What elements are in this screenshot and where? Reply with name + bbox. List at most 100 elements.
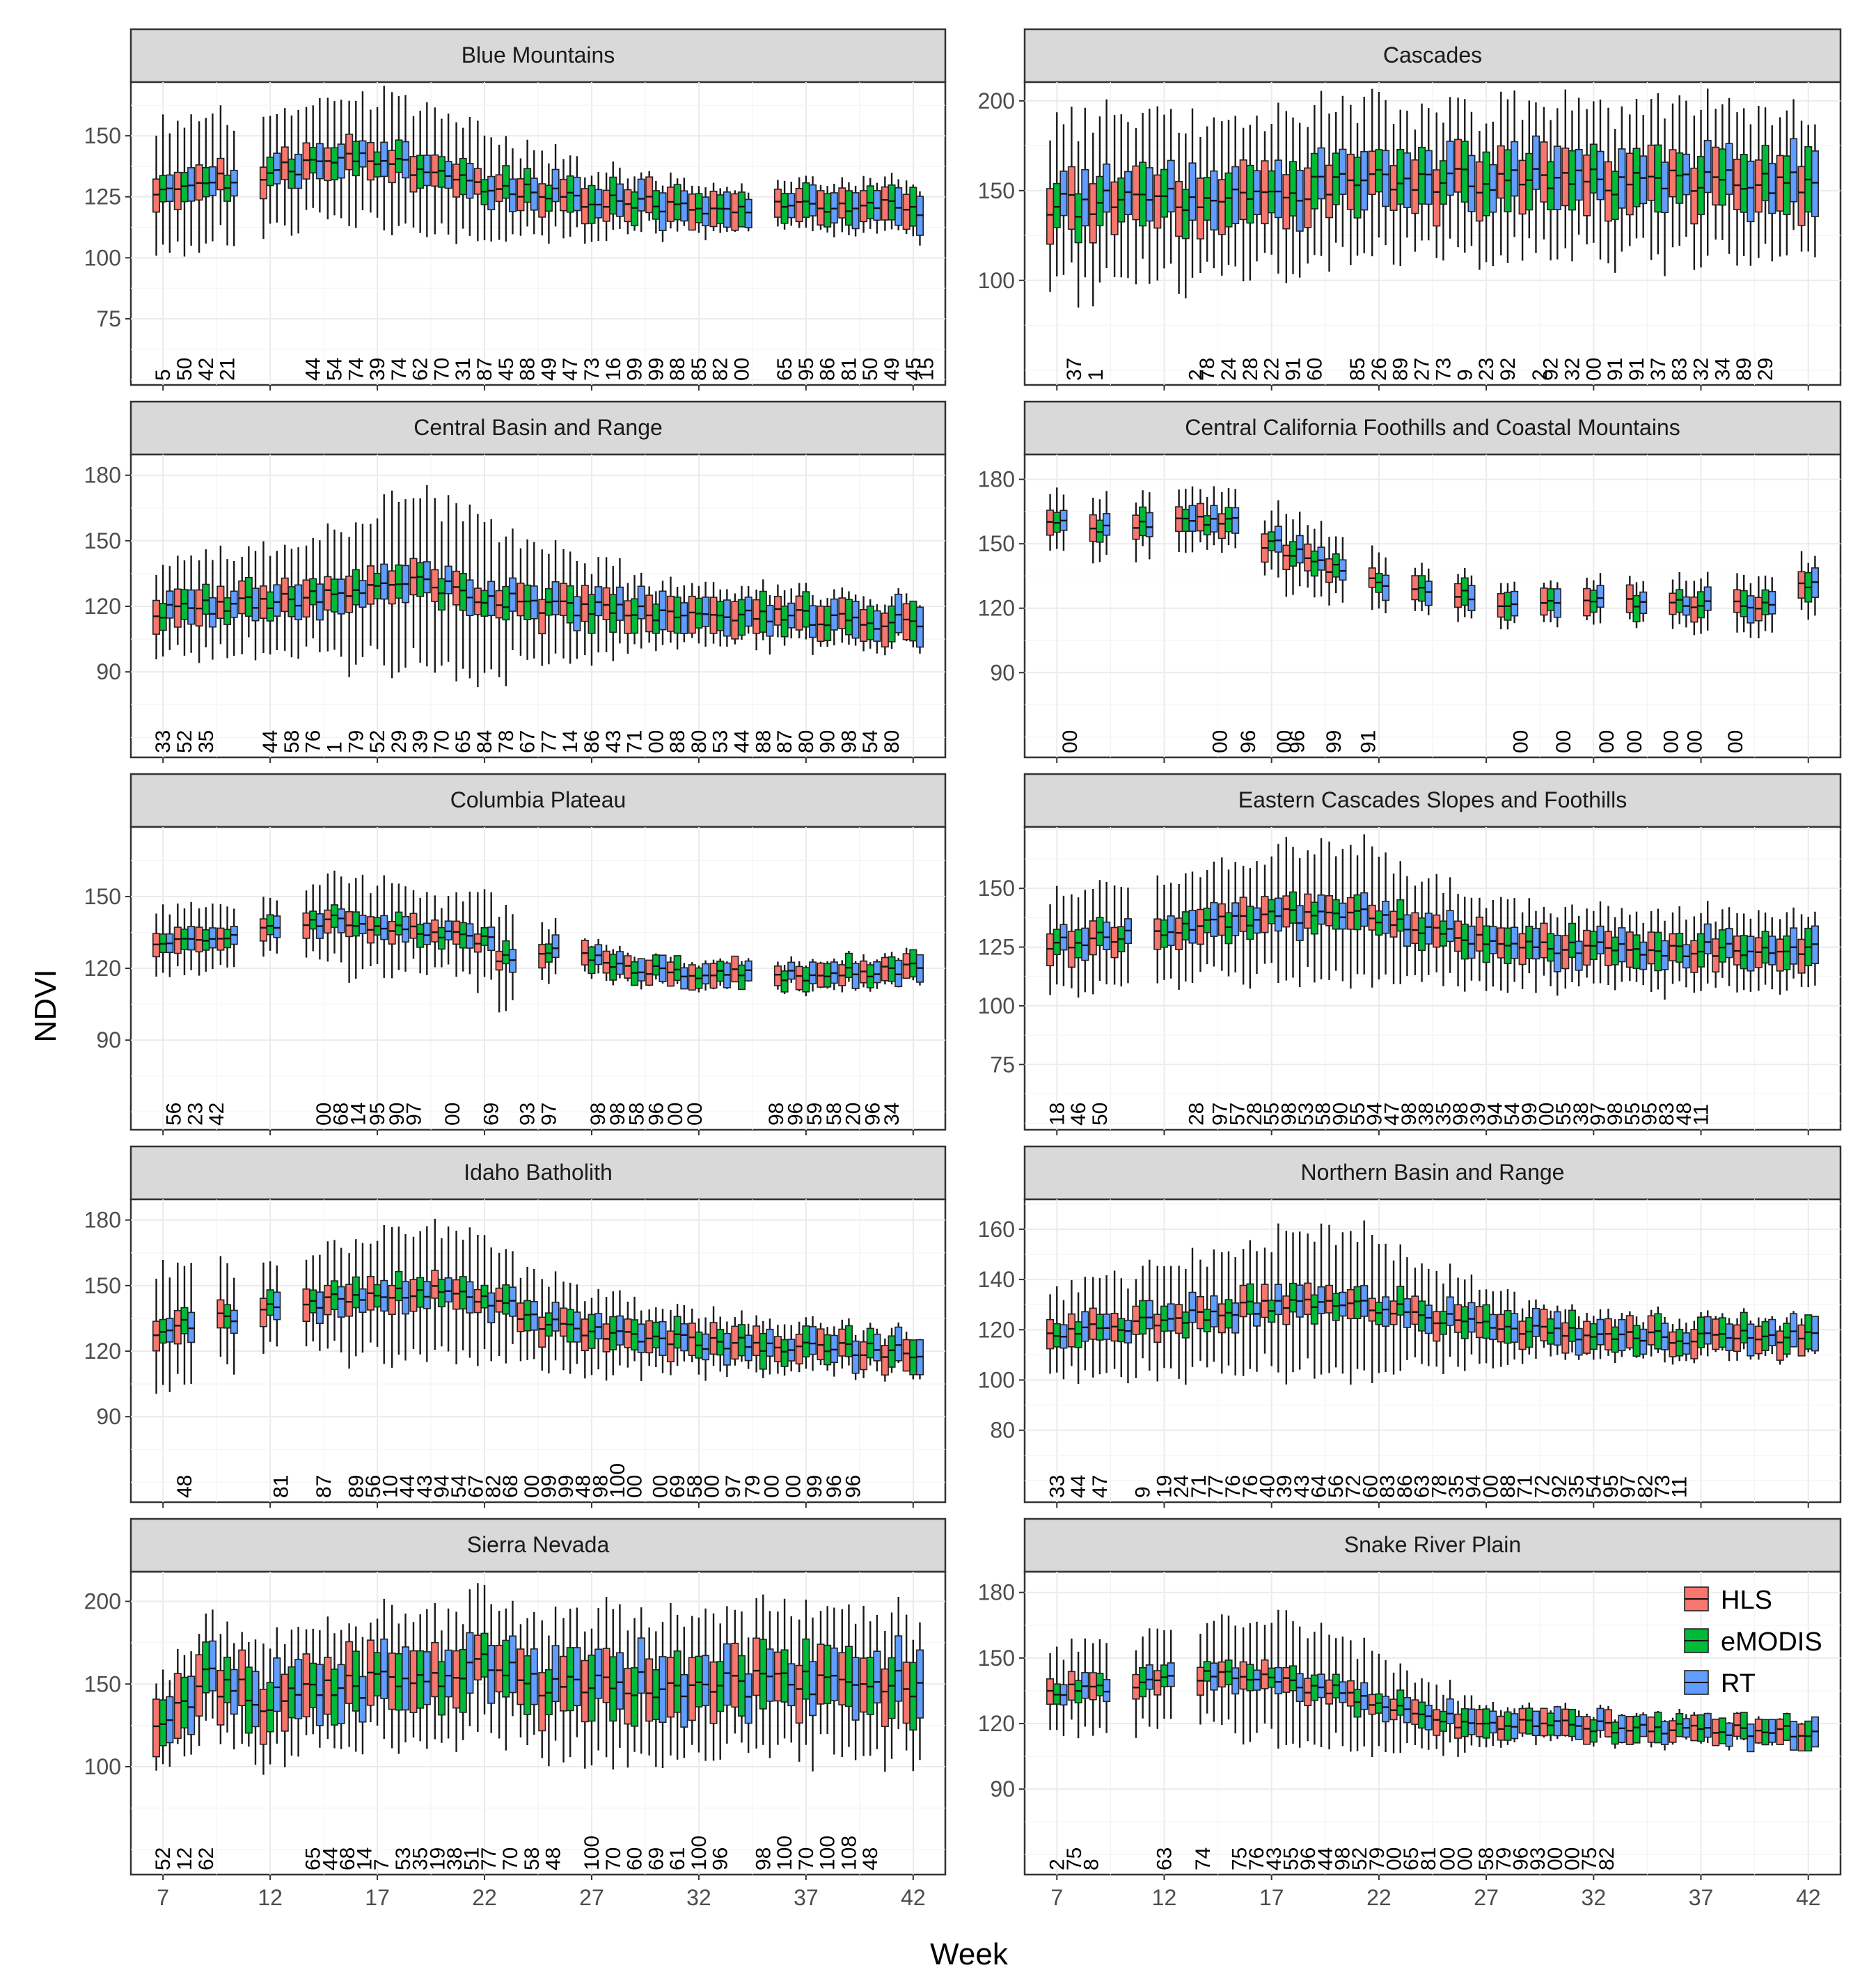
box-iqr <box>873 1333 881 1362</box>
box-iqr <box>802 1325 810 1358</box>
box-week-33-rt <box>1618 106 1626 252</box>
box-week-33-hls <box>709 1306 718 1366</box>
box-week-14-emodis <box>309 884 317 952</box>
box-iqr <box>860 1657 868 1713</box>
sample-count-label: 69 <box>666 1475 689 1498</box>
box-iqr <box>1239 159 1247 221</box>
box-iqr <box>1239 897 1247 932</box>
box-week-7-rt <box>1059 895 1068 986</box>
y-tick-label: 150 <box>84 1671 121 1696</box>
box-iqr <box>823 1644 832 1704</box>
box-iqr <box>1317 147 1325 200</box>
box-week-18-rt <box>1295 123 1304 278</box>
sample-count-label: 23 <box>184 1103 207 1126</box>
sample-count-label: 24 <box>1217 358 1240 381</box>
panel-strip <box>1023 28 1842 84</box>
box-iqr <box>416 1277 425 1308</box>
box-week-39-rt <box>1747 583 1755 638</box>
box-iqr <box>1696 591 1705 619</box>
box-iqr <box>851 1657 860 1721</box>
box-week-40-rt <box>1768 917 1776 990</box>
box-week-37-emodis <box>802 965 810 997</box>
sample-count-label: 76 <box>1245 1847 1268 1870</box>
box-week-42-hls <box>1797 1722 1806 1752</box>
sample-count-label: 43 <box>1263 1847 1286 1870</box>
box-iqr <box>902 194 911 230</box>
sample-count-label: 96 <box>861 1103 884 1126</box>
box-iqr <box>1145 1664 1153 1690</box>
y-tick-label: 150 <box>84 123 121 148</box>
box-week-36-hls <box>1669 1717 1677 1745</box>
box-iqr <box>1310 901 1318 935</box>
boxplot-marks <box>1046 1220 1819 1385</box>
box-iqr <box>1231 507 1240 534</box>
box-week-18-emodis <box>1288 1621 1298 1744</box>
box-iqr <box>881 1668 889 1728</box>
box-week-27-rt <box>1489 1701 1497 1747</box>
x-tick-label: 12 <box>258 1885 283 1910</box>
sample-count-label: 65 <box>302 1847 325 1870</box>
box-iqr <box>773 1651 782 1702</box>
box-iqr <box>1740 154 1748 213</box>
box-week-34-rt <box>1639 581 1648 622</box>
box-iqr <box>431 154 439 187</box>
legend-label: RT <box>1721 1669 1756 1698</box>
box-week-29-rt <box>637 1607 645 1754</box>
box-iqr <box>817 1643 825 1705</box>
box-week-41-rt <box>1790 1311 1798 1348</box>
box-week-8-rt <box>1081 1638 1089 1727</box>
box-iqr <box>431 569 439 602</box>
box-week-15-emodis <box>330 529 339 650</box>
box-iqr <box>444 1277 452 1303</box>
box-iqr <box>1747 1724 1755 1753</box>
box-week-40-emodis <box>866 178 874 229</box>
sample-count-label: 24 <box>1170 1475 1193 1498</box>
x-tick-label: 32 <box>1582 1885 1607 1910</box>
sample-count-label: 91 <box>1625 358 1648 381</box>
box-week-20-rt <box>444 896 452 965</box>
box-iqr <box>1467 585 1476 612</box>
box-iqr <box>1217 1661 1226 1688</box>
box-iqr <box>330 1280 339 1311</box>
box-iqr <box>680 190 688 222</box>
box-week-23-hls <box>495 144 503 240</box>
box-iqr <box>881 1345 889 1376</box>
box-week-28-rt <box>615 1604 624 1748</box>
sample-count-label: 16 <box>602 358 625 381</box>
box-iqr <box>1246 1664 1254 1692</box>
box-week-34-rt <box>744 586 752 634</box>
box-iqr <box>680 967 688 990</box>
box-week-9-rt <box>208 903 216 970</box>
sample-count-label: 10 <box>379 1475 402 1498</box>
panel-title: Idaho Batholith <box>464 1160 613 1185</box>
sample-count-label: 88 <box>666 358 689 381</box>
box-iqr <box>1411 912 1419 945</box>
box-week-38-rt <box>830 589 838 646</box>
box-week-18-rt <box>401 1233 410 1361</box>
box-iqr <box>187 589 196 625</box>
box-iqr <box>773 1336 782 1362</box>
box-iqr <box>502 940 510 965</box>
box-week-24-emodis <box>1418 1678 1426 1749</box>
box-week-41-emodis <box>1783 1317 1791 1358</box>
box-week-17-hls <box>366 893 375 967</box>
box-iqr <box>1690 597 1698 623</box>
sample-count-label: 68 <box>499 1475 522 1498</box>
box-week-32-rt <box>1596 573 1605 624</box>
y-tick-label: 90 <box>990 660 1015 685</box>
box-week-34-rt <box>744 958 752 982</box>
box-week-31-emodis <box>1568 1304 1577 1353</box>
box-iqr <box>1332 152 1340 205</box>
box-iqr <box>1647 931 1655 965</box>
box-week-31-rt <box>680 1626 688 1758</box>
box-iqr <box>517 583 525 617</box>
box-iqr <box>1511 141 1519 197</box>
box-week-41-hls <box>881 953 889 985</box>
box-iqr <box>1518 1320 1527 1350</box>
box-iqr <box>502 165 510 199</box>
box-week-30-rt <box>659 185 667 242</box>
box-iqr <box>752 1637 761 1696</box>
box-iqr <box>409 1650 418 1713</box>
box-iqr <box>1703 1316 1712 1345</box>
